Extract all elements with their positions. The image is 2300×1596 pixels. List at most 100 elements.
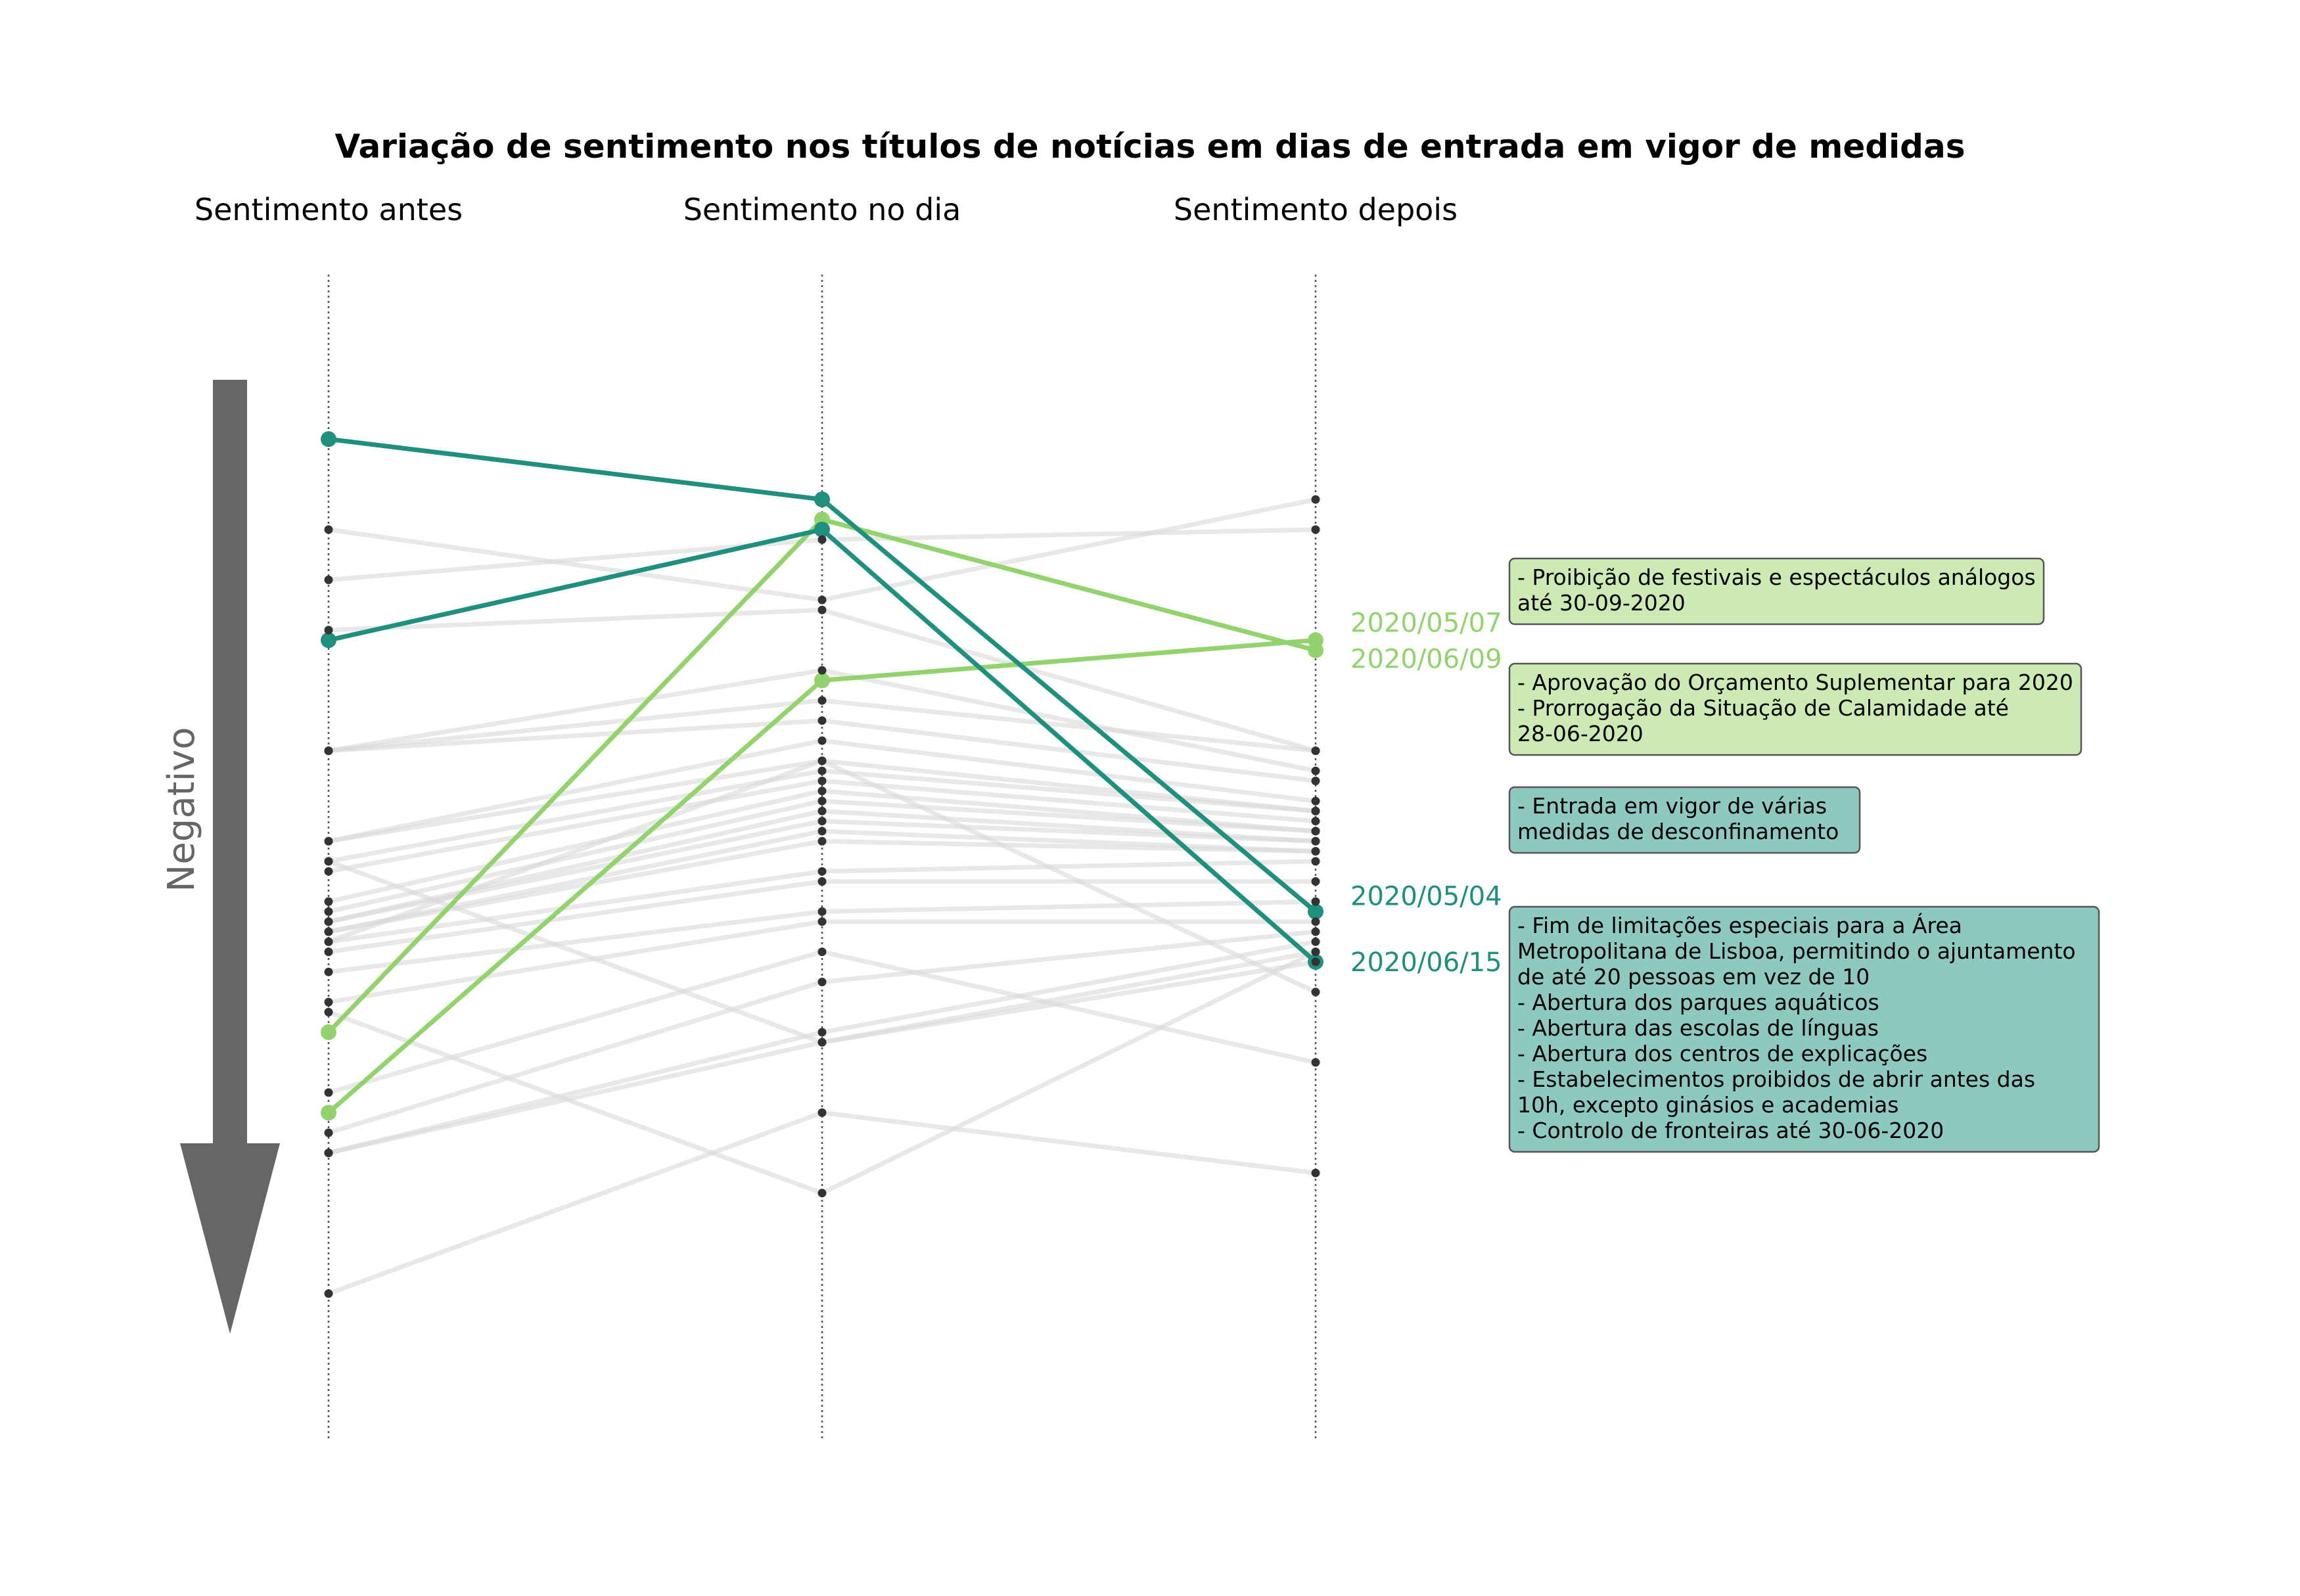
series-date-label: 2020/05/07 xyxy=(1350,608,1502,639)
annotation-text: - Proibição de festivais e espectáculos … xyxy=(1517,564,2036,590)
background-series-point xyxy=(1311,836,1320,846)
background-series-point xyxy=(817,1028,827,1037)
background-series-line xyxy=(327,1110,1316,1296)
annotation-box xyxy=(1508,557,2045,626)
annotation-text: 28-06-2020 xyxy=(1517,721,1644,746)
background-series-point xyxy=(817,978,827,986)
background-series-point xyxy=(1311,525,1320,534)
background-series-point xyxy=(1311,1058,1320,1067)
background-series-point xyxy=(324,1128,333,1137)
highlighted-series-point xyxy=(1308,632,1323,649)
background-series-point xyxy=(324,626,333,635)
background-series-point xyxy=(817,716,827,725)
background-series-point xyxy=(324,947,333,957)
background-series-point xyxy=(1311,1168,1320,1177)
background-series-point xyxy=(817,836,827,846)
background-series-point xyxy=(324,1007,333,1016)
background-series-point xyxy=(817,777,827,785)
background-series-point xyxy=(1311,857,1320,866)
highlighted-series-point xyxy=(321,632,336,649)
annotation-text: - Fim de limitações especiais para a Áre… xyxy=(1517,912,1962,938)
highlighted-series-line xyxy=(328,527,1318,964)
background-series-point xyxy=(1311,957,1320,967)
background-series-point xyxy=(324,1088,333,1097)
background-series-point xyxy=(324,1289,333,1298)
background-series-point xyxy=(1311,988,1320,997)
background-series-point xyxy=(324,576,333,584)
background-series-point xyxy=(817,756,827,765)
highlighted-series-point xyxy=(1308,903,1323,920)
annotation-box xyxy=(1508,905,2100,1153)
negative-axis-label: Negativo xyxy=(160,727,203,892)
background-series-point xyxy=(1311,817,1320,826)
background-series-point xyxy=(1311,897,1320,906)
annotation-text: de até 20 pessoas em vez de 10 xyxy=(1517,964,1870,990)
background-series-point xyxy=(324,937,333,946)
background-series-point xyxy=(1311,947,1320,957)
series-date-label: 2020/06/15 xyxy=(1350,947,1502,978)
background-series-point xyxy=(817,696,827,705)
background-series-point xyxy=(817,817,827,826)
annotation-text: - Abertura dos parques aquáticos xyxy=(1517,990,1879,1015)
annotation-text: até 30-09-2020 xyxy=(1517,590,1686,616)
column-label-before: Sentimento antes xyxy=(195,192,463,227)
background-series-point xyxy=(817,827,827,836)
background-series-point xyxy=(1311,827,1320,836)
column-label-after: Sentimento depois xyxy=(1174,192,1458,227)
background-series-point xyxy=(324,897,333,906)
background-series-point xyxy=(817,917,827,926)
annotation-text: - Estabelecimentos proibidos de abrir an… xyxy=(1517,1066,2035,1092)
background-series-point xyxy=(817,595,827,604)
highlighted-series-point xyxy=(321,1105,336,1121)
background-series-point xyxy=(324,1149,333,1158)
column-label-day: Sentimento no dia xyxy=(683,192,961,227)
background-series-point xyxy=(817,867,827,876)
background-series-point xyxy=(1311,495,1320,504)
background-series-point xyxy=(817,787,827,796)
background-series-point xyxy=(1311,766,1320,775)
highlighted-series-point xyxy=(321,431,336,447)
background-series-point xyxy=(817,907,827,916)
background-series-point xyxy=(817,1189,827,1198)
background-series-point xyxy=(324,917,333,926)
background-series-point xyxy=(1311,777,1320,785)
background-series-point xyxy=(324,525,333,534)
background-series-point xyxy=(324,746,333,756)
background-series-point xyxy=(817,806,827,815)
background-series-point xyxy=(1311,937,1320,946)
annotation-box xyxy=(1508,662,2082,756)
background-series-point xyxy=(324,867,333,876)
background-series-point xyxy=(1311,746,1320,756)
background-series-point xyxy=(817,535,827,544)
background-series-point xyxy=(324,907,333,916)
background-series-point xyxy=(817,736,827,745)
background-series-point xyxy=(324,927,333,936)
background-series-point xyxy=(1311,847,1320,856)
background-series-point xyxy=(324,857,333,866)
chart-title: Variação de sentimento nos títulos de no… xyxy=(335,127,1966,166)
background-series-point xyxy=(817,766,827,775)
background-series-point xyxy=(1311,877,1320,886)
background-series-point xyxy=(817,947,827,957)
background-series-point xyxy=(817,1108,827,1117)
background-series-point xyxy=(817,666,827,675)
background-series-point xyxy=(1311,796,1320,806)
background-series-point xyxy=(1311,917,1320,926)
background-series-point xyxy=(817,877,827,886)
annotation-text: - Abertura das escolas de línguas xyxy=(1517,1015,1879,1041)
background-series-point xyxy=(324,967,333,976)
annotation-text: - Abertura dos centros de explicações xyxy=(1517,1041,1927,1066)
series-date-label: 2020/05/04 xyxy=(1350,881,1502,911)
highlighted-series-point xyxy=(814,672,830,689)
annotation-text: 10h, excepto ginásios e academias xyxy=(1517,1092,1898,1118)
highlighted-series-point xyxy=(321,1024,336,1040)
background-series-point xyxy=(817,1037,827,1047)
annotation-text: - Prorrogação da Situação de Calamidade … xyxy=(1517,695,2009,721)
highlighted-series-point xyxy=(814,522,830,537)
background-series-point xyxy=(324,997,333,1007)
annotation-text: - Controlo de fronteiras até 30-06-2020 xyxy=(1517,1118,1944,1143)
negative-direction-arrow-icon xyxy=(180,380,280,1334)
annotation-text: - Aprovação do Orçamento Suplementar par… xyxy=(1517,670,2073,695)
background-series-point xyxy=(1311,806,1320,815)
background-series-point xyxy=(1311,927,1320,936)
